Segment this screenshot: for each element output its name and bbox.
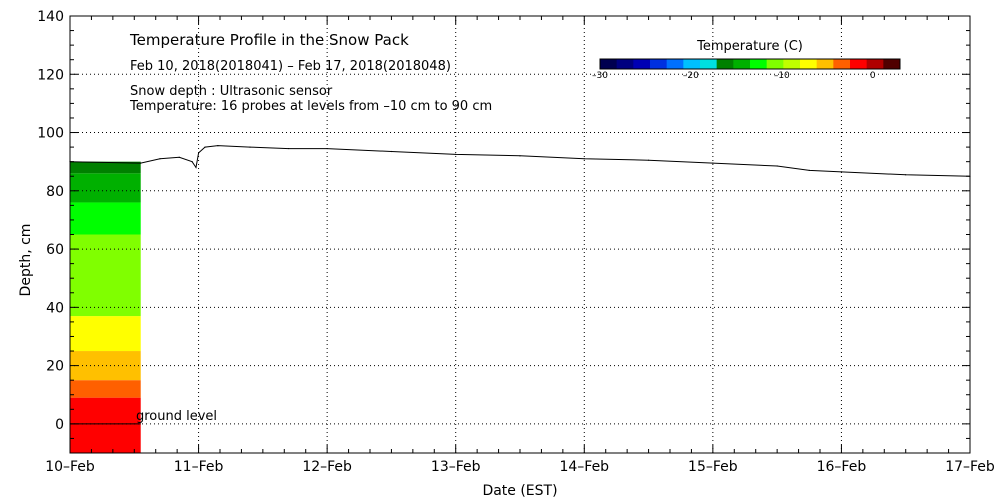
snow-depth-point-11 bbox=[326, 147, 328, 150]
colorbar-cell-7 bbox=[716, 59, 734, 69]
plot-frame bbox=[69, 15, 971, 454]
colorbar-ticks: –30 –20 –10 0 bbox=[592, 71, 876, 81]
colorbar-cell-0 bbox=[600, 59, 618, 69]
snow-depth-point-9 bbox=[249, 146, 251, 148]
y-tick-label: 0 bbox=[55, 417, 64, 433]
colorbar-tick-label: 0 bbox=[870, 71, 876, 81]
x-tick-label: 16–Feb bbox=[817, 459, 867, 475]
snow-depth-point-10 bbox=[287, 147, 290, 150]
snow-depth-point-18 bbox=[776, 165, 778, 167]
x-tick-label: 14–Feb bbox=[559, 459, 609, 475]
x-tick-label: 17–Feb bbox=[945, 459, 995, 475]
snow-depth-point-12 bbox=[390, 150, 393, 153]
colorbar-cell-4 bbox=[666, 59, 684, 69]
x-axis-title: Date (EST) bbox=[482, 483, 557, 499]
snow-depth-point-14 bbox=[519, 155, 521, 157]
y-axis-title: Depth, cm bbox=[18, 224, 34, 297]
axis-ticks: 10–Feb 11–Feb 12–Feb 13–Feb 14–Feb 15–Feb 16–F… bbox=[37, 9, 995, 475]
temperature-band-0 bbox=[70, 397, 141, 453]
annotation-snow-depth: Snow depth : Ultrasonic sensor bbox=[130, 84, 333, 99]
y-tick-label: 140 bbox=[37, 9, 64, 25]
temperature-band-6 bbox=[70, 173, 141, 203]
snow-depth-point-1 bbox=[140, 162, 142, 164]
colorbar-cell-16 bbox=[866, 59, 884, 69]
grid bbox=[70, 16, 970, 453]
y-tick-label: 120 bbox=[37, 67, 64, 83]
colorbar-tick-label: –20 bbox=[683, 71, 699, 81]
y-tick-label: 40 bbox=[46, 300, 64, 316]
snow-depth-point-6 bbox=[197, 152, 200, 154]
temperature-band-1 bbox=[70, 380, 141, 398]
snow-depth-point-3 bbox=[178, 156, 180, 158]
y-tick-label: 60 bbox=[46, 242, 64, 258]
temperature-band-3 bbox=[70, 316, 141, 352]
colorbar-cell-6 bbox=[700, 59, 718, 69]
colorbar-cell-5 bbox=[683, 59, 701, 69]
snow-depth-point-5 bbox=[195, 166, 197, 169]
colorbar-cell-2 bbox=[633, 59, 651, 69]
snow-depth-point-19 bbox=[808, 169, 810, 172]
snow-depth-series bbox=[69, 145, 971, 177]
colorbar-cell-17 bbox=[883, 59, 901, 69]
temperature-band-5 bbox=[70, 202, 141, 235]
chart-title: Temperature Profile in the Snow Pack bbox=[129, 31, 409, 49]
snow-depth-point-4 bbox=[191, 161, 193, 163]
snow-depth-point-20 bbox=[840, 171, 843, 173]
x-tick-label: 15–Feb bbox=[688, 459, 738, 475]
snow-depth-point-16 bbox=[647, 159, 650, 161]
temperature-band-4 bbox=[70, 234, 141, 317]
colorbar-tick-label: –10 bbox=[774, 71, 790, 81]
y-tick-label: 100 bbox=[37, 126, 64, 142]
colorbar-cell-8 bbox=[733, 59, 751, 69]
colorbar-cell-10 bbox=[766, 59, 784, 69]
colorbar-cell-13 bbox=[816, 59, 834, 69]
y-tick-label: 20 bbox=[46, 359, 64, 375]
snow-depth-point-8 bbox=[217, 145, 219, 147]
colorbar-cell-12 bbox=[800, 59, 818, 69]
colorbar-cells bbox=[599, 58, 901, 70]
snow-depth-point-17 bbox=[712, 162, 714, 164]
colorbar-cell-3 bbox=[650, 59, 668, 69]
colorbar-title: Temperature (C) bbox=[696, 39, 803, 54]
colorbar-cell-15 bbox=[850, 59, 868, 69]
temperature-profile bbox=[70, 161, 141, 453]
temperature-band-2 bbox=[70, 351, 141, 381]
x-tick-label: 13–Feb bbox=[431, 459, 481, 475]
snow-depth-point-2 bbox=[159, 158, 161, 160]
colorbar-frame bbox=[599, 58, 901, 70]
temperature-band-7 bbox=[70, 161, 141, 174]
colorbar-cell-11 bbox=[783, 59, 801, 69]
snow-depth-point-13 bbox=[455, 153, 457, 155]
snow-depth-point-21 bbox=[905, 174, 907, 176]
snow-depth-point-15 bbox=[583, 158, 585, 160]
annotation-temperature: Temperature: 16 probes at levels from –1… bbox=[129, 99, 492, 114]
x-tick-label: 12–Feb bbox=[302, 459, 352, 475]
chart-subtitle: Feb 10, 2018(2018041) – Feb 17, 2018(201… bbox=[130, 59, 451, 74]
colorbar-cell-1 bbox=[616, 59, 634, 69]
colorbar-tick-label: –30 bbox=[592, 71, 608, 81]
colorbar-cell-14 bbox=[833, 59, 851, 69]
x-tick-label: 11–Feb bbox=[174, 459, 224, 475]
temperature-colorbar: Temperature (C) –30 –20 –10 0 bbox=[592, 39, 901, 81]
ground-level-label: ground level bbox=[136, 409, 217, 424]
snow-depth-point-7 bbox=[204, 146, 206, 148]
x-tick-label: 10–Feb bbox=[45, 459, 95, 475]
snow-depth-line-0 bbox=[69, 145, 971, 177]
colorbar-cell-9 bbox=[750, 59, 768, 69]
y-tick-label: 80 bbox=[46, 184, 64, 200]
